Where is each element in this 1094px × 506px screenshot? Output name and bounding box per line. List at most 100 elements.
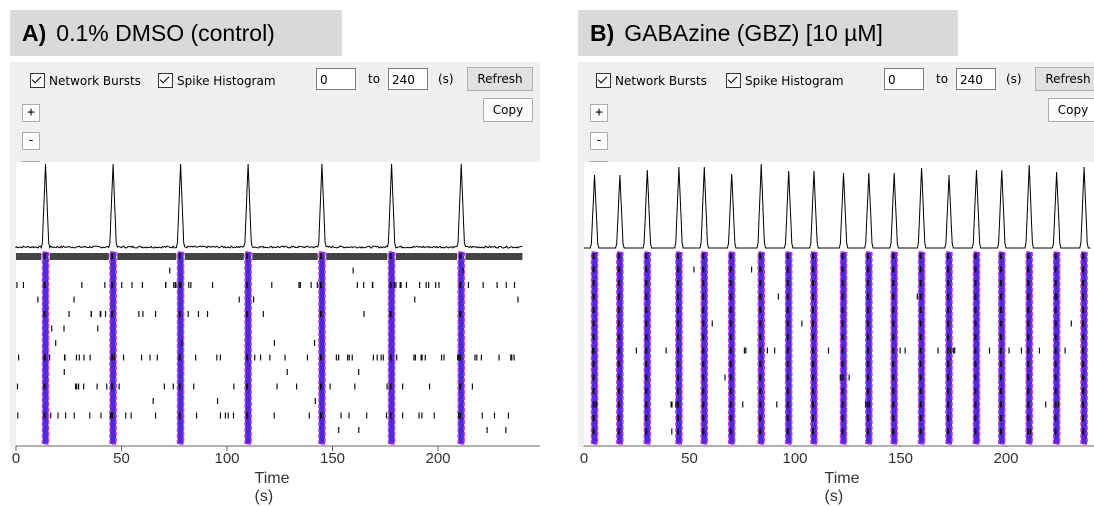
panel-b-letter: B) — [590, 20, 615, 46]
range-end-input[interactable]: 240 — [388, 68, 428, 90]
network-burst-outline — [998, 251, 1006, 445]
network-burst-outline — [700, 251, 709, 445]
spike-train-segment — [252, 253, 318, 260]
network-burst-outline — [176, 251, 185, 445]
spike-histogram-line — [15, 163, 523, 250]
spike-train-segment — [395, 253, 457, 260]
x-tick-label: 50 — [681, 450, 698, 467]
network-burst-marker — [42, 252, 49, 444]
network-burst-marker — [840, 252, 847, 444]
x-tick-label: 0 — [11, 450, 21, 467]
network-burst-outline — [945, 251, 953, 445]
x-tick-label: 150 — [319, 450, 346, 467]
network-burst-outline — [1052, 251, 1061, 445]
raster-plot-a — [15, 162, 540, 451]
network-burst-outline — [109, 251, 117, 445]
x-tick-label: 150 — [887, 450, 914, 467]
network-burst-marker — [701, 252, 708, 444]
network-burst-outline — [675, 251, 683, 445]
zoom-out-button[interactable]: - — [590, 132, 608, 150]
spike-train-segment — [16, 253, 42, 260]
refresh-button[interactable]: Refresh — [1035, 67, 1094, 91]
panel-b-window: Network Bursts Spike Histogram 0 to 240 … — [578, 62, 1094, 447]
network-burst-outline — [810, 251, 818, 445]
network-burst-outline — [839, 251, 848, 445]
x-tick-label: 0 — [579, 450, 589, 467]
network-burst-outline — [590, 251, 599, 445]
spike-histogram-line — [584, 163, 1091, 249]
copy-button[interactable]: Copy — [1048, 98, 1094, 122]
spike-train-segment — [49, 253, 109, 260]
x-tick-label: 100 — [782, 450, 808, 467]
panel-a-letter: A) — [22, 20, 47, 46]
checkbox-check-icon — [158, 73, 173, 88]
network-burst-outline — [457, 251, 465, 445]
network-burst-marker — [946, 252, 953, 444]
network-burst-marker — [388, 252, 395, 444]
checkbox-check-icon — [30, 73, 45, 88]
x-tick-label: 200 — [993, 450, 1019, 467]
network-burst-outline — [616, 251, 624, 445]
network-burst-outline — [1080, 251, 1088, 445]
zoom-in-button[interactable]: + — [22, 104, 40, 122]
spike-train-segment — [184, 253, 244, 260]
raster-plot-b — [583, 162, 1094, 447]
network-burst-marker — [245, 252, 252, 444]
network-burst-outline — [784, 251, 793, 445]
panel-b-title: B) GABAzine (GBZ) [10 µM] — [578, 10, 958, 56]
unit-label: (s) — [1006, 72, 1022, 86]
zoom-in-button[interactable]: + — [590, 104, 608, 122]
panel-a-title-text: 0.1% DMSO (control) — [56, 20, 275, 46]
spike-train-segment — [117, 253, 177, 260]
network-burst-marker — [1081, 252, 1088, 444]
checkbox-check-icon — [726, 73, 741, 88]
plot-background — [584, 162, 1094, 447]
network-bursts-checkbox[interactable]: Network Bursts — [596, 73, 707, 88]
network-burst-outline — [387, 251, 396, 445]
network-burst-outline — [244, 251, 252, 445]
range-start-input[interactable]: 0 — [316, 68, 356, 90]
spike-train-segment — [465, 253, 523, 260]
spike-train-segment — [326, 253, 388, 260]
network-burst-outline — [1025, 251, 1033, 445]
network-burst-outline — [972, 251, 981, 445]
panel-a-title: A) 0.1% DMSO (control) — [10, 10, 342, 56]
network-bursts-checkbox[interactable]: Network Bursts — [30, 73, 141, 88]
range-end-input[interactable]: 240 — [956, 68, 996, 90]
x-tick-label: 50 — [113, 450, 130, 467]
spike-histogram-label: Spike Histogram — [745, 74, 844, 88]
network-burst-outline — [757, 251, 765, 445]
zoom-out-button[interactable]: - — [22, 132, 40, 150]
spike-histogram-label: Spike Histogram — [177, 74, 276, 88]
panel-a-toolbar: Network Bursts Spike Histogram 0 to 240 … — [10, 62, 540, 98]
to-label: to — [368, 72, 381, 86]
network-bursts-label: Network Bursts — [49, 74, 141, 88]
range-start-input[interactable]: 0 — [884, 68, 924, 90]
network-bursts-label: Network Bursts — [615, 74, 707, 88]
panel-b-title-text: GABAzine (GBZ) [10 µM] — [624, 20, 883, 46]
network-burst-marker — [728, 252, 735, 444]
network-burst-outline — [890, 251, 898, 445]
network-burst-outline — [917, 251, 926, 445]
spike-histogram-checkbox[interactable]: Spike Histogram — [158, 73, 276, 88]
checkbox-check-icon — [596, 73, 611, 88]
network-burst-marker — [458, 252, 465, 444]
unit-label: (s) — [438, 72, 454, 86]
x-axis-label: Time (s) — [254, 470, 290, 505]
refresh-button[interactable]: Refresh — [467, 67, 533, 91]
panel-b-toolbar: Network Bursts Spike Histogram 0 to 240 … — [578, 62, 1094, 98]
network-burst-marker — [675, 252, 682, 444]
spike-histogram-checkbox[interactable]: Spike Histogram — [726, 73, 844, 88]
network-burst-outline — [643, 251, 652, 445]
network-burst-outline — [865, 251, 873, 445]
network-burst-marker — [177, 252, 184, 444]
x-tick-label: 100 — [214, 450, 240, 467]
network-burst-marker — [110, 252, 117, 444]
network-burst-marker — [998, 252, 1005, 444]
network-burst-outline — [727, 251, 736, 445]
network-burst-marker — [318, 252, 325, 444]
copy-button[interactable]: Copy — [483, 98, 533, 122]
panel-a-window: Network Bursts Spike Histogram 0 to 240 … — [10, 62, 540, 451]
x-tick-label: 200 — [425, 450, 451, 467]
network-burst-marker — [891, 252, 898, 444]
